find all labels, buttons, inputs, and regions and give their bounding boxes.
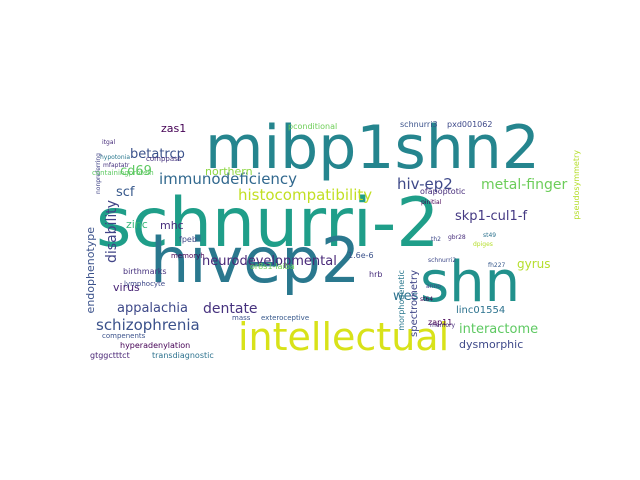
word-cloud-word: th2 [431, 236, 441, 243]
word-cloud-word: 1.6e-6 [348, 251, 374, 260]
word-cloud-word: betatrcp [130, 147, 185, 162]
word-cloud-word: dysmorphic [459, 338, 524, 351]
word-cloud-word: linc01554 [456, 305, 506, 316]
word-cloud-word: itgal [102, 139, 116, 146]
word-cloud-word: hyperadenylation [120, 341, 191, 350]
word-cloud-word: disability [104, 200, 120, 263]
word-cloud-word: metal-finger [481, 177, 568, 193]
word-cloud-word: comppass [146, 155, 182, 163]
word-cloud-word: memoryh [171, 252, 205, 260]
word-cloud-word: skp1-cul1-f [455, 209, 528, 224]
word-cloud-word: dentate [203, 301, 258, 317]
word-cloud-word: neurodevelopmental [202, 254, 337, 269]
word-cloud-word: pseudosymmetry [572, 150, 581, 220]
word-cloud-word: st49 [483, 232, 497, 239]
word-cloud-word: st64 [420, 296, 434, 303]
word-cloud-word: mass [232, 314, 251, 322]
word-cloud-word: pinitial [421, 199, 442, 206]
word-cloud-word: immunodeficiency [159, 170, 298, 188]
word-cloud-word: hrb [369, 270, 383, 279]
word-cloud-word: histocompatibility [238, 186, 373, 204]
word-cloud-word: zap11 [428, 318, 453, 327]
word-cloud-word: exteroceptive [261, 314, 310, 322]
word-cloud-word: anno [426, 283, 441, 290]
word-cloud-word: intellectual [238, 315, 450, 359]
word-cloud-word: mhc [160, 219, 184, 232]
word-cloud-word: interactome [459, 322, 539, 337]
word-cloud-word: gbr28 [448, 234, 466, 241]
word-cloud-word: compenents [102, 332, 146, 340]
word-cloud-word: gtggctttct [90, 351, 130, 360]
word-cloud-word: ofapoptotic [420, 187, 466, 196]
word-cloud-word: mfaptatr [103, 162, 130, 169]
word-cloud-word: spectrometry [409, 270, 420, 337]
word-cloud-word: or8s1-laiba [250, 262, 295, 271]
word-cloud-word: northern [205, 165, 253, 178]
word-cloud-word: containingprotein [92, 169, 154, 177]
word-cloud-word: appalachia [117, 301, 188, 316]
word-cloud-word: hivep2 [150, 224, 361, 297]
word-cloud-word: birthmarks [123, 267, 167, 276]
word-cloud-word: virus [113, 281, 140, 294]
word-cloud-word: lymphocyte [124, 280, 166, 288]
word-cloud-word: schnurri2 [428, 257, 457, 264]
word-cloud-word: shn [420, 250, 521, 315]
word-cloud-word: transdiagnostic [152, 351, 214, 360]
word-cloud-word: hiv-ep2 [397, 175, 453, 193]
word-cloud-word: dpiges [473, 241, 493, 248]
word-cloud-word: fpeb [179, 235, 197, 244]
word-cloud-word: hypotonia [100, 154, 131, 161]
word-cloud-word: zas1 [161, 122, 187, 135]
word-cloud-word: morphogenetic [397, 270, 406, 331]
word-cloud-canvas [82, 118, 578, 366]
word-cloud-word: cd69 [120, 164, 152, 179]
word-cloud-word: schizophrenia [96, 316, 200, 334]
word-cloud-word: zinc [126, 218, 148, 231]
word-cloud-word: memory [430, 322, 456, 329]
word-cloud-word: pconditional [288, 122, 338, 131]
word-cloud-word: schnurri-2 [96, 184, 440, 263]
word-cloud-word: fh227 [488, 262, 506, 269]
word-cloud-word: schnurri3 [400, 120, 438, 129]
word-cloud-word: endophenotype [84, 227, 97, 314]
word-cloud-word: scf [116, 185, 135, 200]
word-cloud-word: mibp1shn2 [205, 113, 540, 183]
word-cloud-word: gyrus [517, 257, 551, 271]
word-cloud-word: wes [393, 289, 419, 304]
word-cloud-word: pxd001062 [447, 120, 493, 129]
